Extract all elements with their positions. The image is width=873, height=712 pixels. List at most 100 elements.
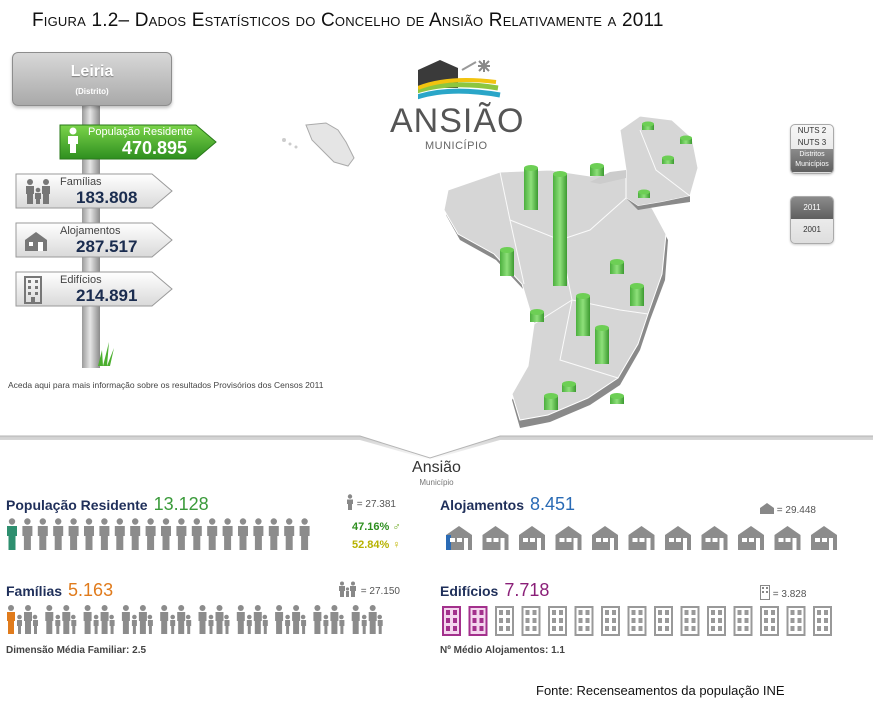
family-icon: [351, 605, 383, 634]
section-divider: [0, 435, 873, 460]
level-button-nuts3[interactable]: NUTS 3: [797, 138, 827, 147]
level-button-nuts2[interactable]: NUTS 2: [797, 126, 827, 135]
building-icon: [680, 606, 700, 636]
person-icon: [99, 518, 110, 550]
person-icon: [7, 518, 17, 550]
building-icon: [24, 276, 42, 304]
person-icon: [37, 518, 48, 550]
building-icon: [548, 606, 567, 636]
female-percentage: 52.84% ♀: [352, 539, 401, 551]
person-icon: [284, 518, 295, 550]
buildings-icon-row: [442, 606, 840, 636]
person-icon: [161, 518, 171, 550]
person-icon: [268, 518, 279, 550]
year-selector[interactable]: 2011 2001: [790, 196, 834, 244]
district-name: Leiria: [70, 63, 114, 80]
family-icon: [160, 605, 192, 634]
housing-title: Alojamentos 8.451: [440, 494, 576, 514]
families-footnote: Dimensão Média Familiar: 2.5: [6, 645, 147, 656]
level-selector[interactable]: NUTS 2 NUTS 3 Distritos Municípios: [790, 124, 834, 174]
level-button-districts[interactable]: Distritos Municípios: [791, 149, 833, 172]
family-icon: [7, 605, 38, 634]
house-icon: [482, 526, 509, 550]
district-map[interactable]: [440, 110, 715, 430]
house-icon: [665, 526, 691, 550]
buildings-sign[interactable]: Edifícios 214.891: [14, 270, 174, 308]
person-icon: [130, 518, 141, 550]
building-icon: [813, 606, 832, 636]
house-icon: [774, 526, 801, 550]
person-icon: [68, 518, 79, 550]
person-icon: [238, 518, 248, 550]
person-icon: [176, 518, 187, 550]
families-sign[interactable]: Famílias 183.808: [14, 172, 174, 210]
families-sign-label: Famílias: [60, 176, 102, 188]
building-icon: [760, 606, 779, 636]
house-icon: [701, 526, 728, 550]
families-reference: = 27.150: [338, 581, 400, 597]
population-icon-row: [6, 518, 314, 550]
building-icon: [495, 606, 514, 636]
year-button-2001[interactable]: 2001: [803, 225, 821, 234]
portugal-minimap[interactable]: [276, 120, 366, 170]
year-button-2011[interactable]: 2011: [791, 197, 833, 219]
housing-icon-row: [446, 525, 848, 551]
house-icon: [446, 526, 472, 550]
person-icon: [84, 518, 94, 550]
house-icon: [592, 526, 618, 550]
male-icon: ♂: [392, 521, 401, 533]
info-link[interactable]: Aceda aqui para mais informação sobre os…: [8, 380, 324, 390]
ansiao-logo: ANSIÃO MUNICÍPIO: [388, 58, 523, 158]
buildings-sign-label: Edifícios: [60, 274, 102, 286]
building-icon: [733, 606, 753, 636]
logo-sub: MUNICÍPIO: [425, 140, 488, 152]
housing-sign[interactable]: Alojamentos 287.517: [14, 221, 174, 259]
person-icon: [347, 494, 353, 510]
male-percentage: 47.16% ♂: [352, 521, 401, 533]
map-bar-icon: [500, 121, 692, 410]
district-sign[interactable]: Leiria (Distrito): [12, 52, 172, 106]
family-icon: [26, 179, 50, 204]
house-icon: [555, 526, 582, 550]
buildings-reference: = 3.828: [760, 585, 806, 600]
buildings-title: Edifícios 7.718: [440, 580, 550, 600]
figure-title: Figura 1.2– Dados Estatísticos do Concel…: [32, 10, 664, 31]
building-icon: [521, 606, 541, 636]
house-icon: [738, 526, 764, 550]
population-sign-value: 470.895: [122, 138, 188, 158]
municipality-name: Ansião: [412, 459, 461, 476]
building-icon: [442, 606, 461, 636]
grass-icon: [98, 342, 114, 366]
person-icon: [207, 518, 218, 550]
buildings-footnote: Nº Médio Alojamentos: 1.1: [440, 645, 565, 656]
families-icon-row: [6, 604, 389, 636]
family-icon: [339, 581, 356, 597]
building-icon: [574, 606, 594, 636]
building-icon: [601, 606, 620, 636]
municipality-sub: Município: [419, 478, 454, 487]
source-note: Fonte: Recenseamentos da população INE: [536, 683, 785, 698]
building-icon: [654, 606, 673, 636]
family-icon: [198, 605, 230, 634]
logo-emblem-icon: [418, 60, 501, 100]
person-icon: [114, 518, 125, 550]
housing-value: 8.451: [530, 494, 576, 514]
person-icon: [53, 518, 64, 550]
district-sub: (Distrito): [75, 87, 109, 96]
building-icon: [707, 606, 726, 636]
family-icon: [121, 605, 153, 634]
house-icon: [25, 232, 47, 251]
housing-sign-label: Alojamentos: [60, 225, 121, 237]
population-sign-label: População Residente: [88, 126, 193, 138]
person-icon: [222, 518, 233, 550]
person-icon: [145, 518, 156, 550]
housing-reference: = 29.448: [760, 503, 816, 516]
population-sign[interactable]: População Residente 470.895: [58, 123, 218, 161]
house-icon: [811, 526, 837, 550]
person-icon: [68, 127, 78, 153]
logo-word: ANSIÃO: [390, 102, 525, 140]
building-icon: [786, 606, 806, 636]
population-reference: = 27.381: [346, 494, 396, 510]
family-icon: [45, 605, 77, 634]
families-sign-value: 183.808: [76, 188, 138, 207]
